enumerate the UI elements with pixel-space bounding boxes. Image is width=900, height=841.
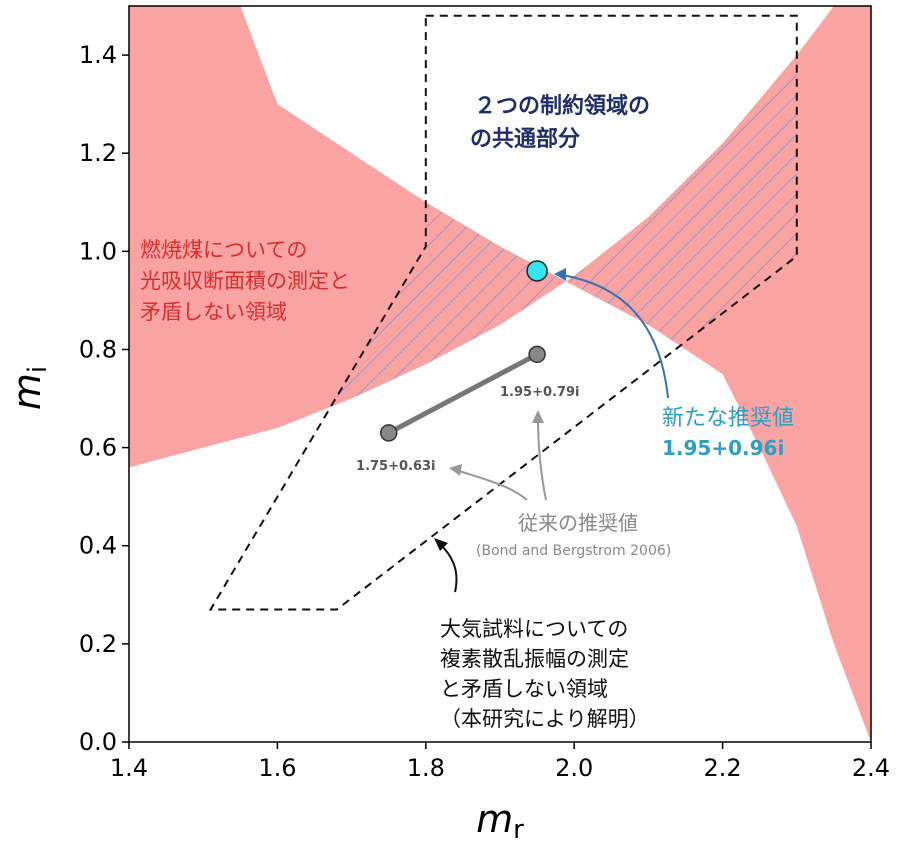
y-axis-title: mi <box>5 366 53 410</box>
x-tick-label: 1.4 <box>110 754 148 782</box>
old-point-1-label: 1.75+0.63i <box>356 459 436 474</box>
dashed-label-line-4: （本研究により解明） <box>440 707 650 731</box>
red-band-label-line-1: 燃焼煤についての <box>140 238 307 262</box>
old-values-arrow-1 <box>455 469 528 501</box>
y-tick-label: 0.2 <box>79 630 117 658</box>
old-values-arrow-2 <box>537 417 547 501</box>
y-tick-label: 1.0 <box>79 237 117 265</box>
old-values-arrowhead-2 <box>532 410 544 423</box>
y-axis: 0.0 0.2 0.4 0.6 0.8 1.0 1.2 1.4 <box>79 41 129 756</box>
old-point-1 <box>379 424 398 442</box>
plot-frame <box>128 5 872 743</box>
new-value-arrowhead <box>554 268 566 281</box>
y-tick-label: 0.8 <box>79 335 117 363</box>
new-value-arrow <box>561 274 669 399</box>
y-tick-label: 0.0 <box>79 728 117 756</box>
dashed-region-outline <box>208 14 798 611</box>
x-tick-label: 2.4 <box>852 754 890 782</box>
old-values-line <box>387 352 539 436</box>
old-values-source: (Bond and Bergstrom 2006) <box>476 543 671 559</box>
red-band-label-line-2: 光吸収断面積の測定と <box>140 269 350 293</box>
old-point-2 <box>528 345 546 364</box>
old-point-2-label: 1.95+0.79i <box>500 385 580 400</box>
x-tick-label: 1.8 <box>407 754 445 782</box>
x-tick-label: 1.6 <box>258 754 296 782</box>
y-tick-label: 1.2 <box>79 139 117 167</box>
dashed-label-line-2: 複素散乱振幅の測定 <box>440 647 629 671</box>
new-value-label: 新たな推奨値 <box>662 406 794 431</box>
old-values-label: 従来の推奨値 <box>518 511 638 535</box>
overlap-label-line-2: の共通部分 <box>470 126 580 152</box>
y-tick-label: 0.4 <box>79 532 117 560</box>
new-point <box>526 260 548 282</box>
new-value-value-label: 1.95+0.96i <box>662 436 784 460</box>
y-tick-label: 1.4 <box>79 41 117 69</box>
y-tick-label: 0.6 <box>79 434 117 462</box>
x-axis-title: mr <box>476 797 524 841</box>
overlap-label-line-1: ２つの制約領域の <box>474 93 650 119</box>
dashed-region-arrowhead <box>434 538 448 551</box>
old-values-arrowhead-1 <box>449 464 462 476</box>
red-band-label-line-3: 矛盾しない領域 <box>140 300 287 324</box>
dashed-label-line-3: と矛盾しない領域 <box>440 677 608 701</box>
dashed-label-line-1: 大気試料についての <box>440 617 628 641</box>
x-tick-label: 2.2 <box>704 754 742 782</box>
x-tick-label: 2.0 <box>555 754 593 782</box>
x-axis: 1.4 1.6 1.8 2.0 2.2 2.4 <box>110 742 890 782</box>
